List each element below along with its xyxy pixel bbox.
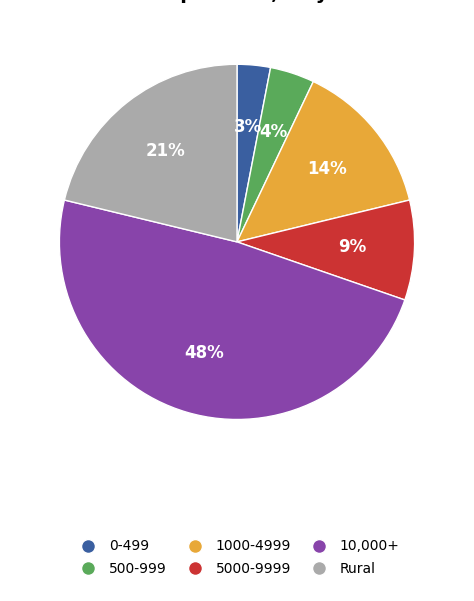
Wedge shape (237, 200, 415, 300)
Wedge shape (237, 67, 313, 242)
Wedge shape (64, 64, 237, 242)
Wedge shape (59, 200, 405, 419)
Wedge shape (237, 82, 410, 242)
Text: 21%: 21% (146, 142, 185, 160)
Title: Total Iowa Population, City and Rural: Total Iowa Population, City and Rural (34, 0, 440, 3)
Text: 3%: 3% (234, 118, 262, 136)
Text: 48%: 48% (184, 344, 224, 362)
Text: 9%: 9% (338, 239, 366, 257)
Text: 14%: 14% (307, 160, 346, 178)
Text: 4%: 4% (259, 123, 287, 141)
Legend: 0-499, 500-999, 1000-4999, 5000-9999, 10,000+, Rural: 0-499, 500-999, 1000-4999, 5000-9999, 10… (69, 534, 405, 581)
Wedge shape (237, 64, 271, 242)
